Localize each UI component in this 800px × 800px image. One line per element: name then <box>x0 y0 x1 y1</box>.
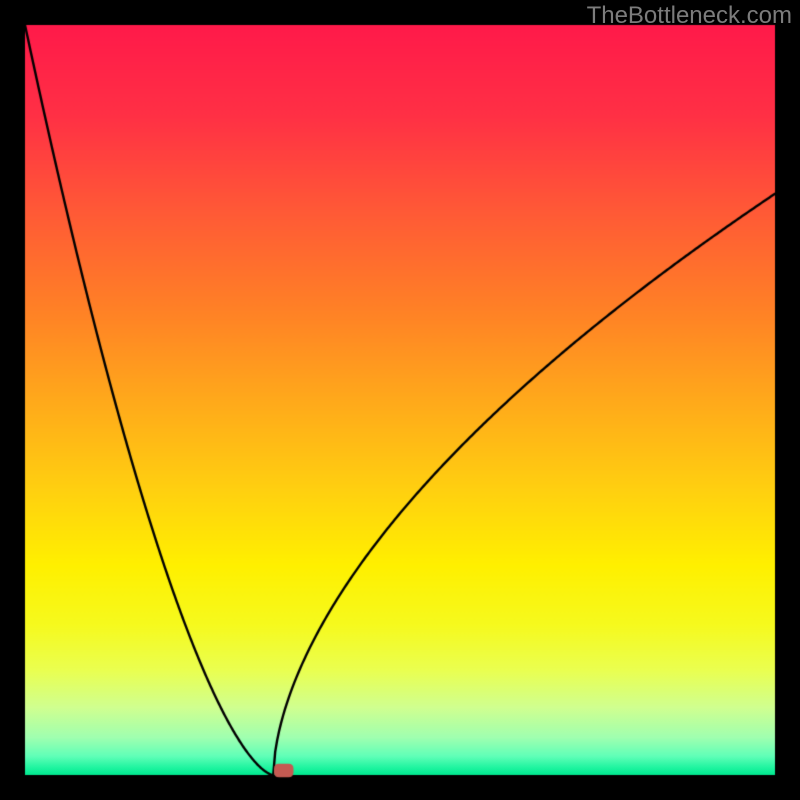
bottleneck-curve-chart <box>0 0 800 800</box>
watermark-text: TheBottleneck.com <box>587 2 792 30</box>
chart-container: TheBottleneck.com <box>0 0 800 800</box>
